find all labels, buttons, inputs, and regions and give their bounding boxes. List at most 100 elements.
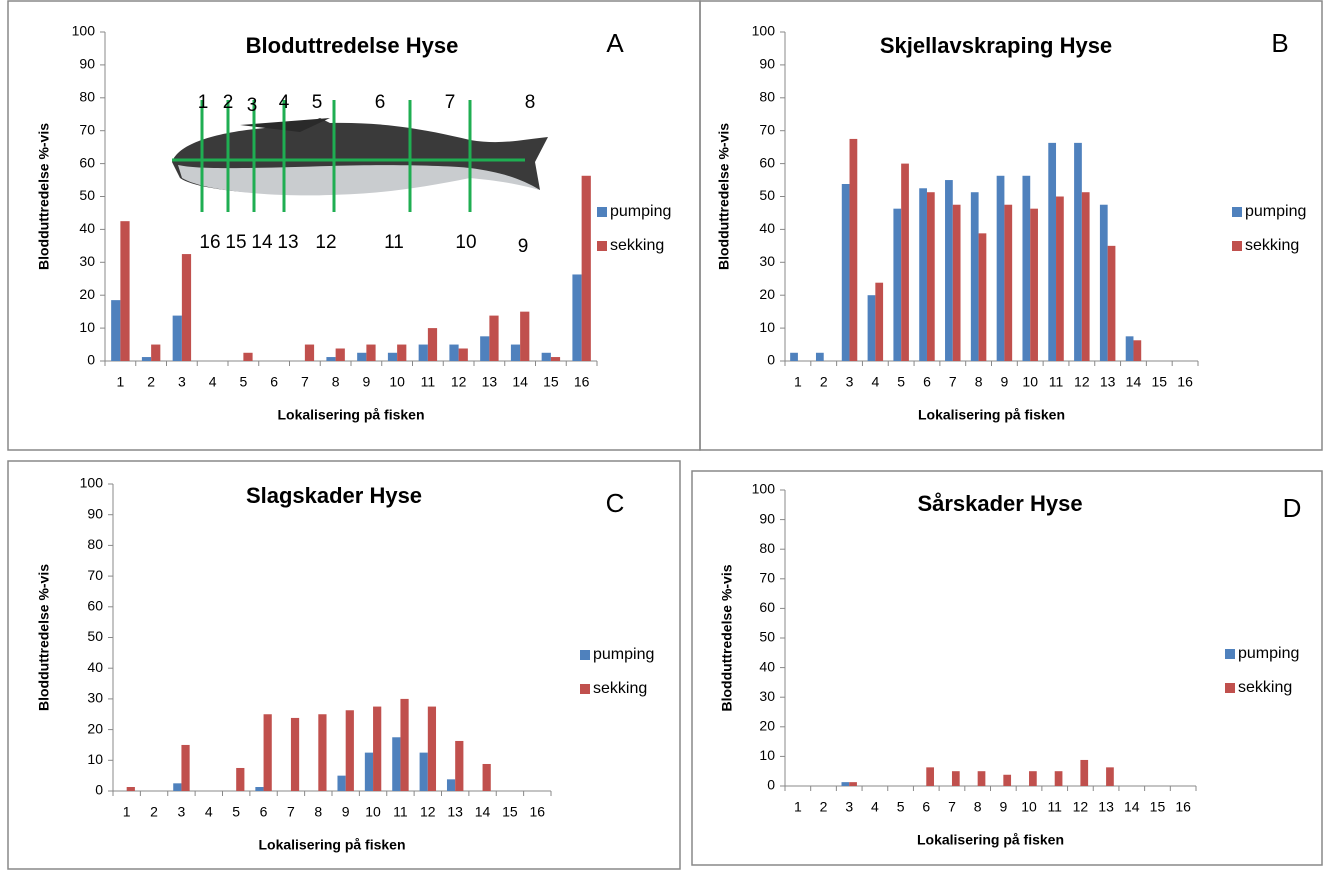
y-axis-label: Blodduttredelse %-vis	[36, 123, 52, 270]
bar	[1048, 142, 1057, 361]
x-tick-label: 1	[116, 374, 124, 390]
legend-label: pumping	[1238, 645, 1299, 662]
bar	[263, 714, 272, 791]
bar	[151, 344, 161, 361]
x-tick-label: 2	[820, 374, 828, 390]
x-axis-label: Lokalisering på fisken	[917, 832, 1064, 848]
bar	[841, 183, 850, 361]
bar	[366, 344, 376, 361]
y-tick-label: 70	[87, 567, 103, 583]
bar	[458, 348, 468, 361]
panel-frame	[7, 460, 681, 870]
fish-section-label: 11	[384, 232, 404, 253]
panel-label: A	[606, 28, 624, 58]
legend-label: sekking	[610, 237, 664, 254]
y-tick-label: 40	[87, 659, 103, 675]
chart-title: Bloduttredelse Hyse	[246, 33, 459, 58]
y-tick-label: 100	[752, 23, 776, 39]
fish-section-label: 10	[455, 232, 476, 253]
y-tick-label: 60	[759, 154, 775, 170]
x-tick-label: 7	[948, 799, 956, 815]
chart-title: Slagskader Hyse	[246, 483, 422, 508]
bar	[427, 706, 437, 791]
legend-label: sekking	[1238, 679, 1292, 696]
bar	[489, 315, 499, 361]
bar	[173, 783, 182, 791]
y-tick-label: 20	[87, 720, 103, 736]
x-tick-label: 9	[1001, 374, 1009, 390]
x-tick-label: 2	[150, 804, 158, 820]
bar	[120, 221, 130, 361]
bar	[427, 328, 438, 361]
fish-section-label: 12	[315, 232, 336, 253]
x-tick-label: 13	[482, 374, 498, 390]
x-tick-label: 5	[232, 804, 240, 820]
y-tick-label: 50	[759, 629, 775, 645]
bar	[1099, 204, 1108, 361]
bar	[541, 352, 551, 361]
x-tick-label: 7	[949, 374, 957, 390]
bar	[841, 782, 850, 786]
y-tick-label: 0	[95, 782, 103, 798]
x-tick-label: 11	[1049, 374, 1064, 390]
y-tick-label: 40	[759, 220, 775, 236]
y-tick-label: 10	[79, 319, 95, 335]
legend-label: pumping	[593, 646, 654, 663]
panel-frame	[7, 0, 701, 451]
x-tick-label: 6	[270, 374, 278, 390]
bar	[449, 344, 459, 361]
bar	[387, 352, 398, 361]
bar	[1081, 192, 1090, 361]
chart-title: Sårskader Hyse	[917, 491, 1082, 516]
legend-swatch	[580, 684, 590, 694]
x-tick-label: 14	[512, 374, 528, 390]
bar	[951, 771, 960, 786]
bar	[952, 204, 961, 361]
legend-swatch	[597, 241, 607, 251]
y-tick-label: 80	[79, 89, 95, 105]
y-tick-label: 60	[759, 599, 775, 615]
bar	[326, 357, 336, 361]
x-tick-label: 11	[393, 804, 408, 820]
panel-frame	[691, 470, 1323, 866]
bar	[418, 344, 428, 361]
x-tick-label: 8	[974, 799, 982, 815]
x-tick-label: 12	[1073, 799, 1089, 815]
x-tick-label: 9	[342, 804, 350, 820]
x-tick-label: 12	[451, 374, 467, 390]
bar	[335, 348, 345, 361]
fish-illustration	[172, 100, 548, 212]
x-tick-label: 10	[1021, 799, 1037, 815]
y-tick-label: 60	[79, 154, 95, 170]
x-tick-label: 6	[923, 374, 931, 390]
bar	[1054, 771, 1063, 786]
x-tick-label: 13	[447, 804, 463, 820]
bar	[111, 300, 121, 361]
x-tick-label: 14	[1126, 374, 1142, 390]
bar	[455, 740, 464, 791]
x-tick-label: 15	[1151, 374, 1167, 390]
fish-section-label: 5	[312, 92, 323, 113]
chart-title: Skjellavskraping Hyse	[880, 33, 1112, 58]
bar	[1056, 196, 1064, 361]
legend-swatch	[1232, 241, 1242, 251]
x-tick-label: 16	[530, 804, 546, 820]
legend-swatch	[1225, 649, 1235, 659]
x-tick-label: 1	[123, 804, 131, 820]
y-tick-label: 30	[87, 690, 103, 706]
x-tick-label: 13	[1100, 374, 1116, 390]
y-tick-label: 10	[759, 747, 775, 763]
bar	[1080, 759, 1089, 786]
fish-section-label: 7	[445, 92, 456, 113]
bar	[978, 233, 987, 361]
bar	[1125, 336, 1134, 361]
bar	[1003, 774, 1012, 786]
fish-section-label: 14	[251, 232, 273, 253]
x-tick-label: 4	[871, 799, 879, 815]
legend-swatch	[1232, 207, 1242, 217]
y-tick-label: 90	[759, 510, 775, 526]
legend-label: sekking	[593, 680, 647, 697]
x-tick-label: 14	[1124, 799, 1140, 815]
x-tick-label: 9	[362, 374, 370, 390]
